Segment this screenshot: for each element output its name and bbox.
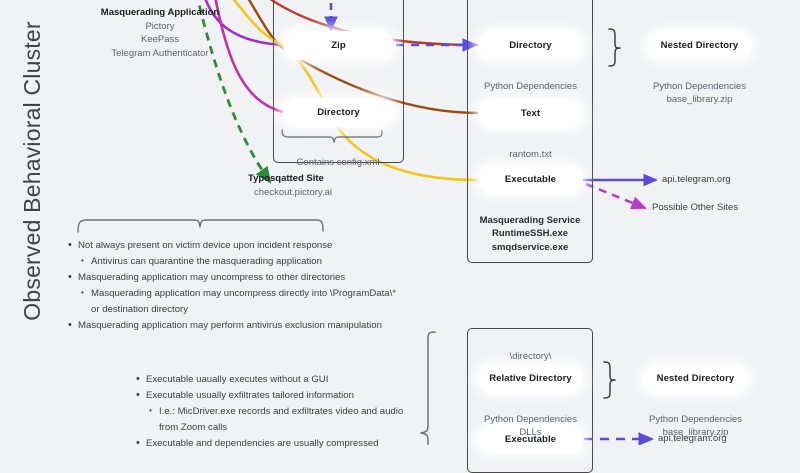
notes-top-line-3: Masquerading application may uncompress … — [68, 285, 428, 302]
node-zip-label: Zip — [331, 40, 346, 51]
typosquatted-site-url: checkout.pictory.ai — [254, 186, 332, 198]
node-zip[interactable]: Zip — [283, 31, 394, 60]
typosquatted-site-block: Typosqatted Site checkout.pictory.ai — [248, 172, 408, 199]
caption-nested-directory-top: Python Dependencies base_library.zip — [653, 80, 746, 106]
notes-bottom-line-1: Executable usually exfiltrates tailored … — [136, 387, 436, 404]
node-relative-directory-label: Relative Directory — [489, 373, 572, 384]
node-directory-a[interactable]: Directory — [283, 98, 394, 127]
notes-top-line-5: Masquerading application may perform ant… — [68, 317, 428, 334]
caption-nested-directory-bottom: Python Dependencies base_library.zip — [649, 413, 742, 439]
notes-top: Not always present on victim device upon… — [68, 237, 428, 334]
notes-bottom: Executable uaually executes without a GU… — [136, 371, 436, 452]
caption-panel-c-header: \directory\ — [509, 350, 552, 362]
caption-text: rantom.txt — [509, 148, 552, 160]
node-directory-b[interactable]: Directory — [478, 31, 583, 60]
masquerading-application-item-2: Telegram Authenticator — [111, 47, 209, 59]
node-directory-a-label: Directory — [317, 107, 360, 118]
notes-top-line-0: Not always present on victim device upon… — [68, 237, 428, 254]
node-directory-b-label: Directory — [509, 40, 552, 51]
node-nested-directory-bottom[interactable]: Nested Directory — [643, 364, 748, 393]
notes-top-line-2: Masquerading application may uncompress … — [68, 269, 428, 286]
notes-top-line-1: Antivirus can quarantine the masqueradin… — [68, 253, 428, 270]
caption-executable-b: Masquerading Service RuntimeSSH.exe smqd… — [479, 214, 581, 253]
caption-directory-b: Python Dependencies — [484, 80, 577, 92]
notes-top-line-4: or destination directory — [91, 304, 189, 315]
page-title: Observed Behavioral Cluster — [19, 21, 45, 321]
endpoint-api-telegram-top: api.telegram.org — [662, 174, 731, 185]
node-nested-directory-top-label: Nested Directory — [660, 40, 739, 51]
node-relative-directory[interactable]: Relative Directory — [478, 364, 583, 393]
node-text[interactable]: Text — [478, 99, 583, 128]
masquerading-application-item-0: Pictory — [145, 20, 175, 32]
panel-unpacked-contents — [467, 0, 593, 263]
node-executable-b[interactable]: Executable — [478, 165, 583, 194]
masquerading-application-block: Masquerading Application Pictory KeePass… — [60, 6, 260, 60]
node-nested-directory-bottom-label: Nested Directory — [656, 373, 735, 384]
masquerading-application-item-1: KeePass — [140, 34, 180, 45]
notes-bottom-line-4: Executable and dependencies are usually … — [136, 435, 436, 452]
node-executable-b-label: Executable — [504, 174, 557, 185]
notes-bottom-line-2: I.e.: MicDriver.exe records and exfiltra… — [136, 403, 436, 420]
caption-relative-directory: Python Dependencies DLLs — [484, 413, 577, 439]
brace-notes-top — [77, 219, 324, 233]
diagram-canvas: Observed Behavioral Cluster — [0, 0, 800, 445]
panel-masquerading-archive — [273, 0, 404, 163]
node-text-label: Text — [520, 108, 541, 119]
endpoint-possible-other-sites: Possible Other Sites — [652, 202, 739, 213]
endpoint-api-telegram-bottom: api.telegram.org — [658, 433, 727, 444]
brace-panel-b-right — [608, 28, 621, 67]
brace-panel-c-right — [603, 361, 616, 399]
typosquatted-site-title: Typosqatted Site — [248, 173, 324, 184]
notes-bottom-line-3: from Zoom calls — [159, 422, 228, 433]
node-nested-directory-top[interactable]: Nested Directory — [647, 31, 752, 60]
masquerading-application-title: Masquerading Application — [100, 7, 220, 18]
caption-contains-config: Contains config.xml — [296, 156, 380, 168]
notes-bottom-line-0: Executable uaually executes without a GU… — [136, 371, 436, 388]
